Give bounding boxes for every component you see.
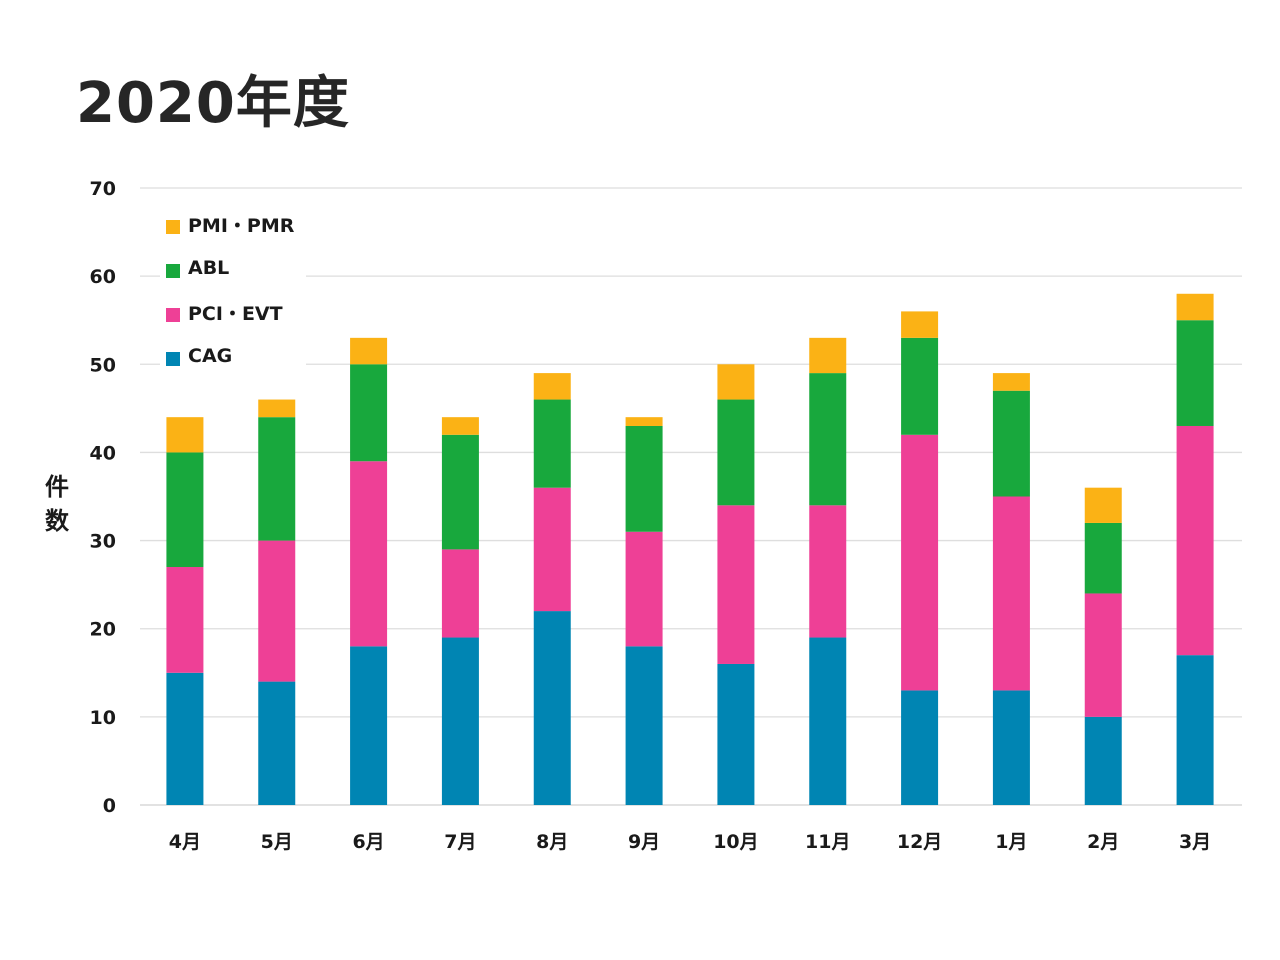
legend-label: PMI・PMR [188,214,295,237]
y-tick-label: 50 [90,354,116,376]
x-tick-label: 4月 [169,831,201,853]
bar-segment [992,690,1030,805]
bar-segment [992,496,1030,691]
bar-segment [441,417,479,435]
x-tick-label: 12月 [897,831,942,853]
y-tick-label: 40 [90,442,116,464]
legend-item: PMI・PMR [166,202,294,246]
bar-segment [533,487,571,612]
bar-segment [625,417,663,426]
x-tick-label: 7月 [444,831,476,853]
bar-segment [992,373,1030,391]
legend-item: PCI・EVT [166,290,294,334]
bar-segment [1084,593,1122,717]
bar-segment [166,672,204,805]
bar-segment [350,364,388,462]
bar-segment [717,364,755,400]
y-tick-label: 0 [103,795,116,817]
bar-segment [625,646,663,805]
x-tick-label: 6月 [352,831,384,853]
bar-segment [992,390,1030,497]
bar-segment [809,337,847,374]
bar-segment [901,311,939,338]
bar-segment [258,399,296,418]
legend-swatch [166,264,180,278]
x-tick-label: 8月 [536,831,568,853]
bar-segment [258,540,296,682]
bar-segment [1084,487,1122,523]
y-tick-label: 60 [90,266,116,288]
x-tick-label: 10月 [713,831,758,853]
legend-label: ABL [188,257,230,279]
bar-segment [350,646,388,805]
legend-swatch [166,308,180,322]
bar-segment [809,373,847,506]
bar-segment [533,373,571,400]
bar-segment [1176,293,1214,321]
legend-label: PCI・EVT [188,302,283,325]
bar-segment [533,611,571,805]
y-tick-label: 20 [90,619,116,641]
bar-segment [1084,522,1122,594]
bar-segment [717,505,755,664]
bar-segment [441,549,479,638]
bar-segment [1084,716,1122,805]
legend-item: CAG [166,334,294,378]
bar-segment [441,434,479,550]
legend-swatch [166,220,180,234]
bar-segment [166,452,204,568]
legend-item: ABL [166,246,294,290]
y-axis-label: 件数 [45,473,69,535]
bar-segment [1176,320,1214,426]
x-tick-label: 3月 [1179,831,1211,853]
bar-segment [166,567,204,673]
bar-segment [625,531,663,647]
y-tick-label: 30 [90,531,116,553]
x-tick-label: 11月 [805,831,850,853]
chart-title: 2020年度 [76,71,350,136]
bar-segment [533,399,571,488]
y-tick-label: 70 [90,178,116,200]
x-tick-label: 2月 [1087,831,1119,853]
x-tick-label: 9月 [628,831,660,853]
chart-legend: PMI・PMR ABL PCI・EVT CAG [160,200,307,384]
bar-segment [258,417,296,541]
bar-segment [1176,425,1214,656]
legend-swatch [166,352,180,366]
bar-segment [1176,655,1214,805]
bar-segment [717,663,755,805]
bar-segment [350,337,388,365]
bar-segment [809,637,847,805]
bar-segment [258,681,296,805]
bar-segment [901,434,939,691]
bar-segment [625,425,663,532]
x-tick-label: 5月 [261,831,293,853]
bar-segment [809,505,847,638]
bar-segment [717,399,755,506]
bar-segment [441,637,479,805]
bar-segment [901,337,939,435]
bar-segment [350,461,388,647]
x-tick-label: 1月 [995,831,1027,853]
y-tick-label: 10 [90,707,116,729]
bar-segment [166,417,204,453]
bar-segment [901,690,939,805]
legend-label: CAG [188,345,233,367]
